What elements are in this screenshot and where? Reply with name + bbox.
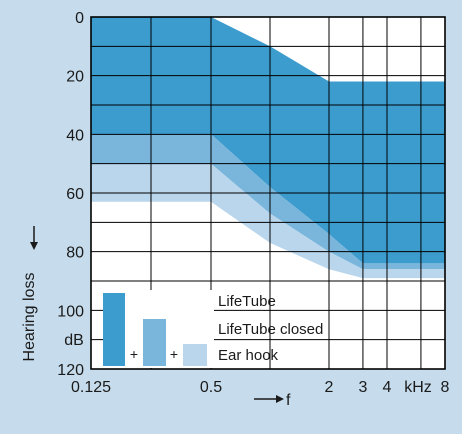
y-tick-label: 0 bbox=[75, 10, 84, 27]
x-tick-label: 4 bbox=[383, 379, 392, 396]
legend-label: Ear hook bbox=[218, 347, 279, 364]
x-axis-title: f bbox=[254, 392, 291, 409]
y-tick-label: 20 bbox=[66, 69, 84, 86]
y-tick-label: 80 bbox=[66, 245, 84, 262]
series-bands bbox=[91, 17, 445, 279]
legend-plus-sign: + bbox=[170, 346, 178, 362]
y-axis-label: Hearing loss bbox=[21, 273, 38, 362]
x-tick-labels: 0.125 0.5 2 3 4 kHz 8 bbox=[71, 379, 450, 396]
x-axis-label: f bbox=[286, 392, 291, 409]
y-tick-label: 120 bbox=[57, 362, 84, 379]
y-tick-label: 40 bbox=[66, 127, 84, 144]
band-lifetube-closed bbox=[91, 134, 445, 270]
x-tick-label: 0.125 bbox=[71, 379, 111, 396]
band-ear-hook bbox=[91, 163, 445, 279]
y-tick-labels: 0 20 40 60 80 100 120 bbox=[57, 10, 84, 379]
y-tick-label: 100 bbox=[57, 303, 84, 320]
legend-label: LifeTube bbox=[218, 293, 276, 310]
y-unit-label: dB bbox=[64, 332, 84, 349]
plot-frame bbox=[90, 16, 446, 370]
x-tick-label: 8 bbox=[441, 379, 450, 396]
legend-swatch-lifetube-closed bbox=[143, 319, 166, 366]
x-tick-label: 0.5 bbox=[200, 379, 222, 396]
legend: + + LifeTube LifeTube closed Ear hook bbox=[103, 290, 323, 368]
x-tick-label: 2 bbox=[325, 379, 334, 396]
legend-swatch-ear-hook bbox=[183, 344, 207, 366]
x-tick-label: 3 bbox=[358, 379, 367, 396]
x-tick-label: kHz bbox=[404, 379, 432, 396]
y-axis-arrow-icon bbox=[30, 226, 38, 250]
band-lifetube bbox=[91, 17, 445, 264]
y-tick-label: 60 bbox=[66, 186, 84, 203]
x-axis-arrow-icon bbox=[254, 395, 284, 403]
legend-swatch-lifetube bbox=[103, 293, 125, 366]
grid-lines bbox=[90, 16, 446, 370]
y-axis-title: Hearing loss bbox=[21, 226, 38, 361]
legend-label: LifeTube closed bbox=[218, 321, 323, 338]
legend-plus-sign: + bbox=[130, 346, 138, 362]
